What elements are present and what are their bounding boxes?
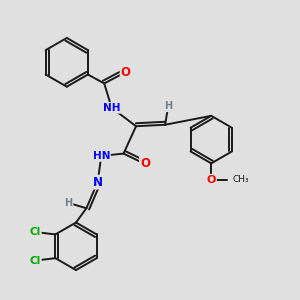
- Text: HN: HN: [92, 151, 110, 161]
- Text: N: N: [93, 176, 103, 189]
- Text: Cl: Cl: [30, 256, 41, 266]
- Text: CH₃: CH₃: [232, 175, 249, 184]
- Text: H: H: [64, 198, 73, 208]
- Text: H: H: [164, 101, 172, 111]
- Text: O: O: [140, 158, 150, 170]
- Text: NH: NH: [103, 103, 120, 113]
- Text: Cl: Cl: [30, 227, 41, 237]
- Text: O: O: [121, 66, 130, 79]
- Text: O: O: [206, 175, 216, 185]
